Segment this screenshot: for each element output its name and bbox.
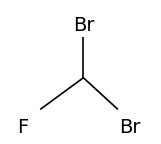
Text: Br: Br [119, 118, 140, 137]
Text: Br: Br [73, 16, 94, 35]
Text: F: F [17, 118, 28, 137]
